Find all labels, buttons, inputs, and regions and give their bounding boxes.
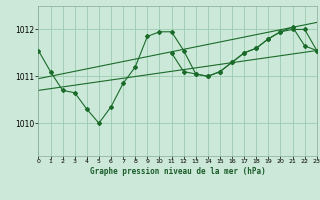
X-axis label: Graphe pression niveau de la mer (hPa): Graphe pression niveau de la mer (hPa)	[90, 167, 266, 176]
